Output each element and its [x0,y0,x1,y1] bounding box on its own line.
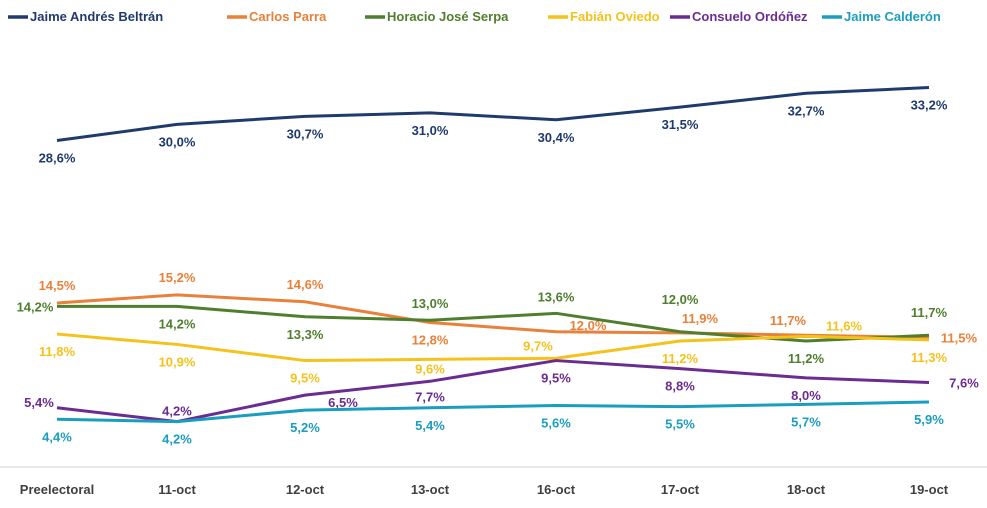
data-label: 7,7% [415,389,445,404]
series-line [56,359,930,424]
legend-item: Carlos Parra [227,9,327,24]
data-label: 12,0% [570,318,607,333]
x-tick-label: 18-oct [787,482,826,497]
data-label: 11,2% [662,351,699,366]
data-label: 6,5% [328,395,358,410]
data-label: 9,7% [523,338,553,353]
data-label: 11,8% [39,344,76,359]
x-tick-label: 17-oct [661,482,700,497]
data-label: 30,0% [159,134,196,149]
data-label: 11,5% [941,331,978,346]
legend-item: Jaime Andrés Beltrán [8,9,163,24]
legend-label: Carlos Parra [249,9,327,24]
data-label: 14,6% [287,277,324,292]
series-line [56,400,930,424]
data-label: 12,0% [662,292,699,307]
data-label: 7,6% [949,375,979,390]
legend-item: Jaime Calderón [822,9,941,24]
data-label: 11,2% [788,351,825,366]
x-tick-label: 19-oct [910,482,949,497]
data-label: 5,9% [914,412,944,427]
data-label: 11,7% [911,305,948,320]
data-label: 4,2% [162,432,192,447]
data-label: 11,3% [911,350,948,365]
data-label: 28,6% [39,151,76,166]
x-tick-label: 13-oct [411,482,450,497]
legend-label: Jaime Calderón [844,9,941,24]
series-line [57,304,930,343]
x-tick-label: 16-oct [537,482,576,497]
data-label: 13,6% [538,289,575,304]
data-label: 5,4% [415,418,445,433]
data-label: 13,0% [412,296,449,311]
data-label: 33,2% [911,98,948,113]
data-label: 14,2% [17,299,54,314]
legend-label: Consuelo Ordóñez [692,9,808,24]
data-label: 10,9% [159,354,196,369]
x-tick-label: Preelectoral [20,482,94,497]
legend-label: Fabián Oviedo [570,9,660,24]
series-line [56,293,930,340]
data-label: 5,2% [290,420,320,435]
data-label: 5,7% [791,414,821,429]
data-label: 11,9% [682,311,719,326]
legend-item: Consuelo Ordóñez [670,9,808,24]
data-label: 5,5% [665,417,695,432]
legend-item: Horacio José Serpa [365,9,509,24]
data-label: 31,0% [412,123,449,138]
series-line [56,86,930,143]
legend-label: Horacio José Serpa [387,9,509,24]
data-label: 30,7% [287,126,324,141]
data-label: 9,6% [415,361,445,376]
x-tick-label: 11-oct [158,482,196,497]
data-label: 11,6% [826,318,863,333]
data-label: 14,5% [39,278,76,293]
data-label: 5,4% [24,395,54,410]
data-label: 4,4% [42,429,72,444]
series-line [56,332,930,363]
data-label: 12,8% [412,333,449,348]
x-tick-label: 12-oct [286,482,325,497]
data-label: 5,6% [541,415,571,430]
data-label: 11,7% [770,313,807,328]
data-label: 14,2% [159,316,196,331]
data-label: 30,4% [538,130,575,145]
data-label: 32,7% [788,103,825,118]
legend-label: Jaime Andrés Beltrán [30,9,163,24]
data-label: 9,5% [541,371,571,386]
data-label: 13,3% [287,327,324,342]
data-label: 15,2% [159,270,196,285]
data-label: 8,0% [791,388,821,403]
data-label: 4,2% [162,404,192,419]
data-label: 31,5% [662,117,699,132]
legend-item: Fabián Oviedo [548,9,660,24]
data-label: 9,5% [290,371,320,386]
data-label: 8,8% [665,379,695,394]
